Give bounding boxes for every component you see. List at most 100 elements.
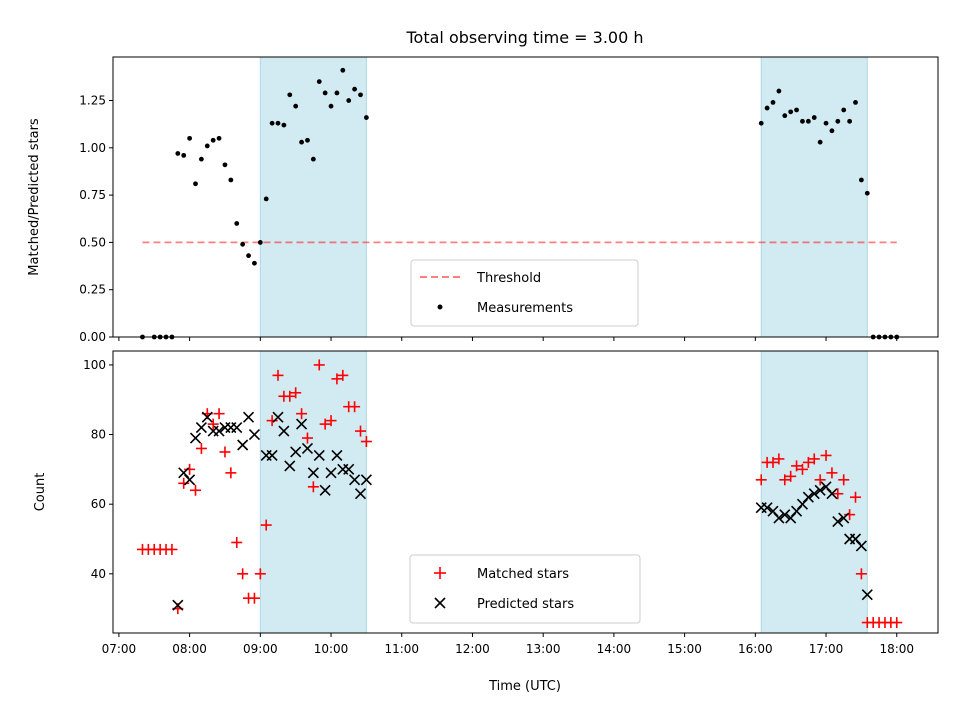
bottom-xtick-label: 07:00	[102, 642, 137, 656]
measurement-point	[269, 120, 275, 126]
top-ytick-label: 0.50	[79, 235, 106, 249]
predicted-star-point	[773, 512, 785, 524]
matched-star-point	[785, 470, 797, 482]
bottom-xtick-label: 10:00	[314, 642, 349, 656]
bottom-panel: 40 60 80 100 07:00 08:00 09:00 10:00 11:00 12:00…	[33, 350, 939, 694]
bottom-observing-window-2	[760, 350, 868, 634]
legend-measurements-label: Measurements	[477, 301, 573, 316]
matched-star-point	[166, 543, 178, 555]
measurement-point	[234, 221, 240, 226]
predicted-star-point	[814, 484, 826, 496]
matched-star-point	[325, 415, 337, 427]
measurement-point	[794, 107, 799, 113]
matched-star-point	[820, 449, 832, 461]
matched-star-point	[349, 401, 361, 413]
matched-star-point	[791, 460, 803, 472]
measurement-point	[363, 115, 369, 120]
measurement-point	[340, 67, 346, 73]
bottom-xtick-label: 14:00	[597, 642, 632, 656]
matched-star-point	[272, 369, 284, 381]
top-ytick-label: 1.25	[79, 94, 106, 108]
bottom-xtick-label: 17:00	[809, 642, 844, 656]
top-ytick-label: 0.75	[79, 188, 106, 202]
measurement-point	[334, 90, 340, 96]
measurement-point	[328, 103, 334, 109]
predicted-star-point	[855, 540, 867, 552]
measurement-point	[228, 177, 234, 183]
measurement-point	[240, 241, 246, 247]
matched-star-point	[855, 568, 867, 580]
matched-star-point	[755, 474, 767, 486]
matched-star-point	[360, 436, 372, 448]
legend-matched-swatch	[434, 567, 446, 579]
predicted-star-point	[802, 491, 814, 503]
top-ylabel: Matched/Predicted stars	[27, 118, 42, 276]
matched-star-point	[808, 453, 820, 465]
matched-star-point	[296, 408, 308, 420]
measurement-point	[246, 253, 251, 259]
top-ytick-label: 0.25	[79, 283, 106, 297]
matched-star-point	[254, 568, 266, 580]
measurement-point	[352, 86, 358, 92]
matched-star-point	[301, 432, 313, 444]
predicted-star-point	[343, 463, 355, 475]
top-panel: 0.00 0.25 0.50 0.75 1.00 1.25 Matched/Predict…	[27, 56, 939, 344]
predicted-star-point	[278, 425, 290, 437]
matched-star-point	[331, 373, 343, 385]
predicted-star-point	[272, 411, 284, 423]
matched-star-point	[207, 418, 219, 430]
measurement-point	[257, 240, 263, 245]
bottom-xtick-label: 09:00	[243, 642, 278, 656]
measurement-point	[252, 260, 257, 266]
measurement-point	[358, 92, 363, 98]
matched-star-point	[802, 456, 814, 468]
legend-matched-label: Matched stars	[477, 567, 569, 582]
predicted-star-point	[184, 474, 196, 486]
bottom-xtick-label: 13:00	[526, 642, 561, 656]
matched-star-point	[231, 536, 243, 548]
predicted-star-point	[861, 589, 873, 601]
measurement-point	[835, 118, 841, 124]
predicted-star-point	[832, 516, 844, 528]
measurement-point	[841, 107, 847, 113]
measurement-point	[210, 137, 216, 143]
predicted-star-point	[248, 428, 260, 441]
matched-star-point	[850, 491, 861, 503]
matched-star-point	[225, 467, 237, 479]
measurement-point	[800, 118, 805, 124]
predicted-star-point	[237, 439, 249, 451]
measurement-point	[788, 109, 794, 115]
matched-star-point	[219, 446, 231, 458]
matched-star-point	[307, 481, 319, 493]
measurement-point	[310, 156, 316, 162]
matched-star-point	[237, 568, 249, 580]
predicted-star-point	[313, 449, 325, 462]
matched-star-point	[313, 359, 325, 371]
predicted-star-point	[213, 425, 225, 437]
bottom-ytick-label: 80	[91, 428, 106, 442]
measurement-point	[758, 120, 764, 126]
measurement-point	[275, 120, 281, 126]
measurement-point	[204, 143, 210, 149]
predicted-star-point	[301, 442, 314, 455]
predicted-star-point	[290, 446, 302, 458]
predicted-star-point	[195, 422, 207, 434]
measurement-point	[281, 122, 287, 128]
predicted-star-point	[349, 474, 361, 486]
matched-star-point	[284, 390, 296, 402]
legend-measurements-swatch	[437, 304, 443, 310]
measurement-point	[864, 190, 870, 196]
matched-star-point	[178, 477, 190, 489]
predicted-star-point	[826, 488, 838, 500]
predicted-star-point	[201, 411, 213, 423]
matched-star-point	[832, 488, 844, 500]
top-legend-box	[410, 259, 639, 327]
measurement-point	[175, 151, 181, 156]
predicted-star-point	[172, 599, 184, 611]
predicted-star-point	[331, 449, 343, 462]
top-observing-window-1	[259, 56, 367, 338]
predicted-star-point	[296, 418, 308, 430]
bottom-xtick-label: 15:00	[667, 642, 702, 656]
top-ytick-label: 1.00	[79, 141, 106, 155]
